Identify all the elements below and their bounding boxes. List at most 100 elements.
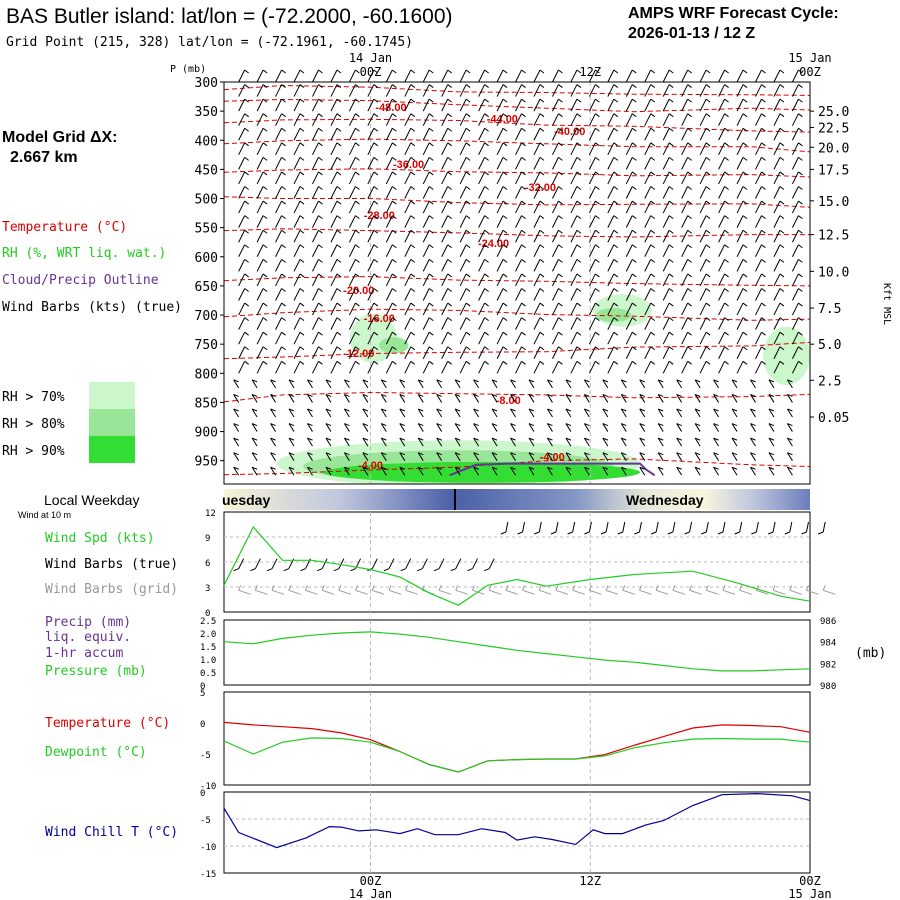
wind-barb-flag bbox=[724, 113, 729, 118]
wind-barb bbox=[773, 186, 781, 199]
wind-barb bbox=[607, 259, 615, 272]
wind-barb bbox=[570, 244, 578, 258]
wind-barb bbox=[270, 452, 276, 461]
wind-barb-flag bbox=[244, 288, 249, 292]
wind-barb-flag bbox=[687, 288, 692, 292]
wind-barb bbox=[459, 84, 467, 97]
wind-barb-flag bbox=[558, 156, 563, 161]
wind-barb bbox=[343, 379, 350, 389]
wind-barb bbox=[454, 466, 461, 476]
wind-barb bbox=[422, 244, 430, 258]
wind-barb bbox=[422, 346, 430, 359]
grid-wind-barb-flag bbox=[739, 585, 743, 591]
wind-barb-flag bbox=[521, 273, 526, 278]
wind-barb-flag bbox=[798, 113, 803, 118]
wind-barb-flag bbox=[779, 360, 785, 365]
wind-barb bbox=[791, 244, 799, 258]
wind-barb-flag bbox=[798, 156, 803, 161]
wind-barb-flag bbox=[399, 379, 405, 383]
wind-barb-flag bbox=[705, 200, 711, 205]
wind-barb bbox=[699, 346, 707, 359]
wind-barb-flag bbox=[687, 302, 692, 307]
wind-barb bbox=[736, 69, 744, 83]
wind-barb-flag bbox=[576, 69, 582, 74]
true-wind-barb bbox=[472, 558, 478, 569]
wind-barb bbox=[380, 437, 387, 447]
wind-barb bbox=[588, 200, 596, 214]
wind-barb bbox=[330, 157, 338, 170]
wind-barb-flag bbox=[355, 156, 360, 161]
wind-barb bbox=[496, 84, 504, 97]
wind-barb bbox=[533, 259, 541, 272]
wind-barb-flag bbox=[299, 142, 305, 147]
wind-barb-flag bbox=[761, 244, 766, 249]
wind-barb bbox=[441, 69, 449, 83]
wind-barb-flag bbox=[779, 331, 785, 336]
wind-barb bbox=[307, 437, 313, 447]
wind-barb bbox=[588, 84, 596, 97]
wind-barb-flag bbox=[687, 69, 692, 74]
grid-wind-barb bbox=[589, 589, 602, 595]
wind-barb bbox=[552, 259, 559, 272]
wind-barb-flag bbox=[336, 288, 342, 292]
wind-barb-flag bbox=[521, 244, 526, 249]
wind-barb bbox=[662, 229, 670, 243]
wind-barb-flag bbox=[602, 393, 609, 397]
wind-barb-flag bbox=[251, 423, 258, 427]
wind-barb bbox=[755, 171, 762, 185]
wind-barb bbox=[620, 423, 627, 432]
wind-barb-flag bbox=[668, 113, 674, 118]
wind-barb-flag bbox=[502, 98, 508, 103]
wind-barb-flag bbox=[233, 393, 239, 397]
wind-barb-flag bbox=[281, 288, 286, 292]
wind-barb-flag bbox=[742, 317, 748, 322]
wind-barb bbox=[736, 317, 744, 330]
wind-barb-flag bbox=[613, 98, 619, 103]
wind-barb-flag bbox=[779, 244, 785, 249]
wind-barb bbox=[718, 346, 726, 359]
legend-wind: Wind Barbs (kts) (true) bbox=[2, 300, 182, 315]
true-wind-barb bbox=[789, 521, 793, 533]
wind-barb-flag bbox=[779, 302, 785, 307]
wind-barb-flag bbox=[650, 331, 656, 336]
wind-barb-flag bbox=[373, 113, 379, 118]
wind-barb bbox=[496, 128, 504, 141]
wind-barb bbox=[459, 244, 467, 258]
wind-barb-flag bbox=[262, 69, 268, 74]
wind-barb-flag bbox=[705, 302, 711, 307]
wind-barb bbox=[362, 466, 369, 476]
wind-barb bbox=[565, 437, 572, 447]
wind-barb-flag bbox=[558, 84, 563, 88]
wind-barb bbox=[441, 128, 449, 141]
wind-barb bbox=[478, 98, 486, 112]
wind-barb bbox=[436, 394, 443, 403]
wind-barb bbox=[404, 302, 412, 316]
wind-barb bbox=[644, 171, 652, 185]
wind-barb bbox=[718, 84, 726, 97]
grid-wind-barb bbox=[255, 589, 268, 595]
isotherm-label: -36.00 bbox=[393, 159, 424, 171]
wind-barb bbox=[768, 423, 775, 432]
wind-barb bbox=[459, 200, 467, 214]
true-wind-barb bbox=[772, 521, 776, 533]
wind-barb bbox=[238, 259, 246, 272]
rh-region-rh90 bbox=[323, 461, 641, 483]
wind-barb-flag bbox=[798, 127, 803, 132]
wind-barb-flag bbox=[595, 273, 600, 278]
wind-barb-flag bbox=[502, 113, 508, 118]
wind-barb-flag bbox=[539, 156, 545, 161]
wind-barb bbox=[330, 186, 338, 199]
wind-barb bbox=[552, 361, 559, 374]
wind-barb-flag bbox=[631, 69, 637, 74]
wind-barb-flag bbox=[447, 331, 452, 336]
profile-y-label: P (mb) bbox=[170, 64, 206, 75]
wind-barb bbox=[256, 186, 264, 199]
wind-barb-flag bbox=[602, 379, 609, 383]
grid-point-subtitle: Grid Point (215, 328) lat/lon = (-72.196… bbox=[6, 35, 413, 50]
wind-barb bbox=[644, 273, 652, 287]
wind-barb bbox=[478, 259, 486, 272]
wind-barb-flag bbox=[768, 393, 775, 397]
grid-wind-barb bbox=[472, 589, 485, 595]
wind-barb bbox=[528, 423, 535, 432]
wind-barb-flag bbox=[251, 393, 258, 397]
